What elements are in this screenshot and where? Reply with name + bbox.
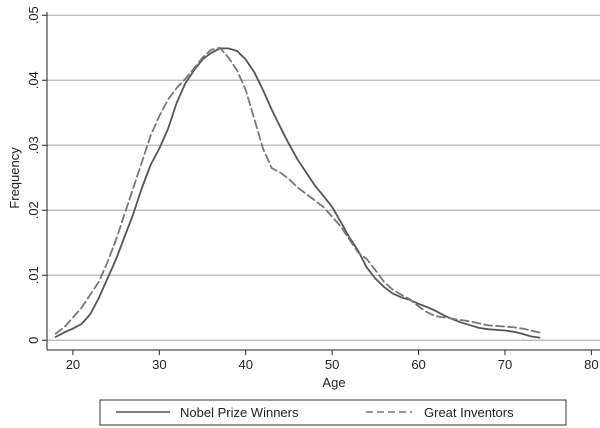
y-tick-label-5: .05 <box>26 6 41 24</box>
legend-box <box>99 399 567 426</box>
y-tick-label-3: .03 <box>26 136 41 154</box>
series-line-nobel-prize-winners <box>54 47 541 339</box>
x-tick-label-1: 30 <box>152 357 166 372</box>
x-tick-label-2: 40 <box>239 357 253 372</box>
x-tick-label-6: 80 <box>584 357 598 372</box>
legend: Nobel Prize Winners Great Inventors <box>99 399 567 426</box>
axes <box>42 12 600 355</box>
y-tick-label-4: .04 <box>26 71 41 89</box>
series-line-great-inventors <box>54 46 541 335</box>
x-tick-label-4: 60 <box>411 357 425 372</box>
y-axis-title: Frequency <box>7 147 22 209</box>
series-lines <box>54 46 541 339</box>
y-tick-label-2: .02 <box>26 201 41 219</box>
tick-labels: 0 .01 .02 .03 .04 .05 20 30 40 50 60 70 80 <box>26 6 599 372</box>
legend-label-great-inventors: Great Inventors <box>424 405 514 420</box>
legend-label-nobel-prize-winners: Nobel Prize Winners <box>180 405 299 420</box>
y-tick-label-0: 0 <box>26 337 41 344</box>
y-tick-label-1: .01 <box>26 266 41 284</box>
grid-lines <box>47 14 600 341</box>
x-tick-label-0: 20 <box>66 357 80 372</box>
x-tick-label-3: 50 <box>325 357 339 372</box>
x-axis-title: Age <box>322 375 345 390</box>
x-tick-label-5: 70 <box>498 357 512 372</box>
